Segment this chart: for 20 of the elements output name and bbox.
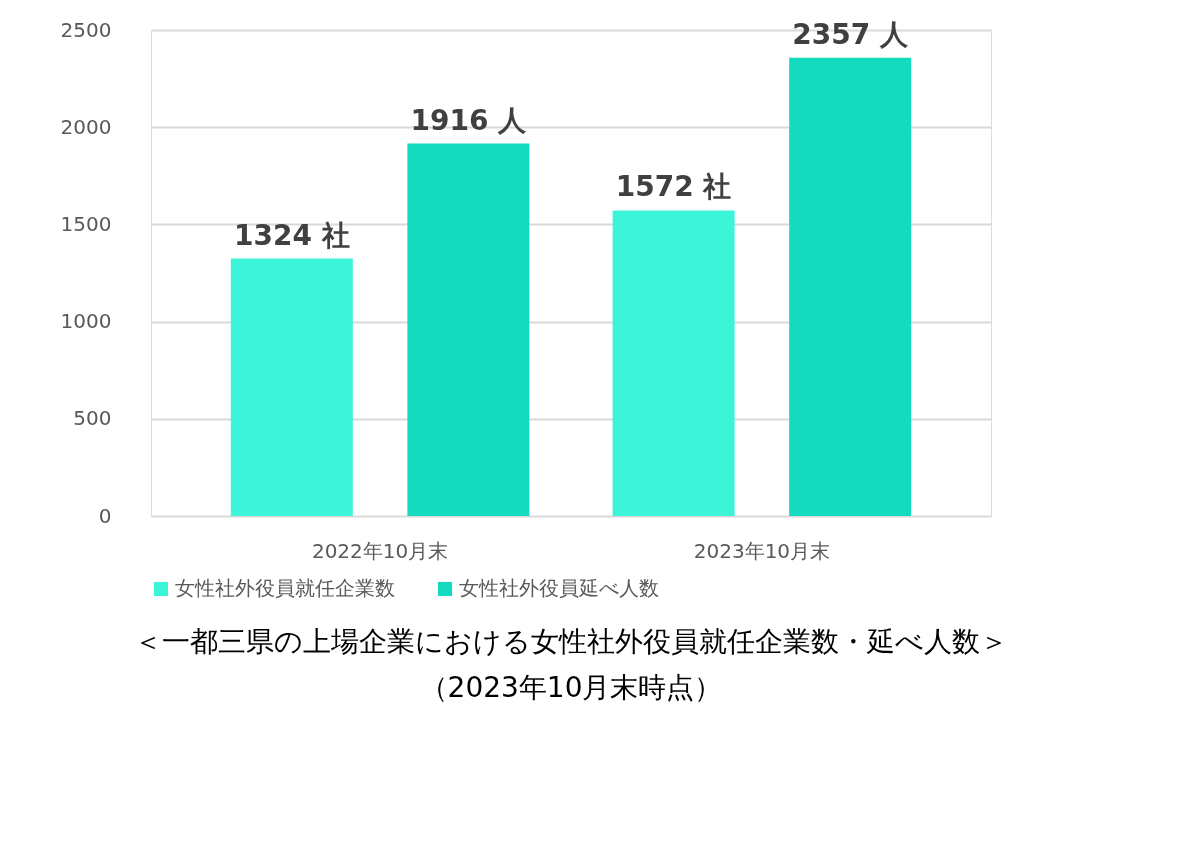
data-label: 2357 人 xyxy=(792,17,910,51)
bar xyxy=(407,143,530,516)
bar xyxy=(789,57,912,516)
y-tick-label: 2000 xyxy=(60,114,112,139)
x-tick-label: 2023年10月末 xyxy=(693,538,831,563)
y-tick-label: 1000 xyxy=(60,309,112,334)
bar xyxy=(612,210,735,516)
data-label: 1324 社 xyxy=(233,218,350,252)
text: （2023年10月末時点） xyxy=(419,671,723,704)
text: ＜一都三県の上場企業における女性社外役員就任企業数・延べ人数＞ xyxy=(134,625,1008,658)
y-tick-label: 1500 xyxy=(60,211,112,236)
y-tick-label: 0 xyxy=(98,503,112,528)
x-tick-label: 2022年10月末 xyxy=(311,538,449,563)
data-label: 1572 社 xyxy=(615,170,732,204)
bar xyxy=(230,258,353,516)
legend-label: 女性社外役員延べ人数 xyxy=(459,576,659,600)
data-label: 1916 人 xyxy=(410,103,528,137)
y-tick-label: 2500 xyxy=(60,17,112,42)
legend-label: 女性社外役員就任企業数 xyxy=(175,576,395,600)
y-tick-label: 500 xyxy=(73,406,112,431)
